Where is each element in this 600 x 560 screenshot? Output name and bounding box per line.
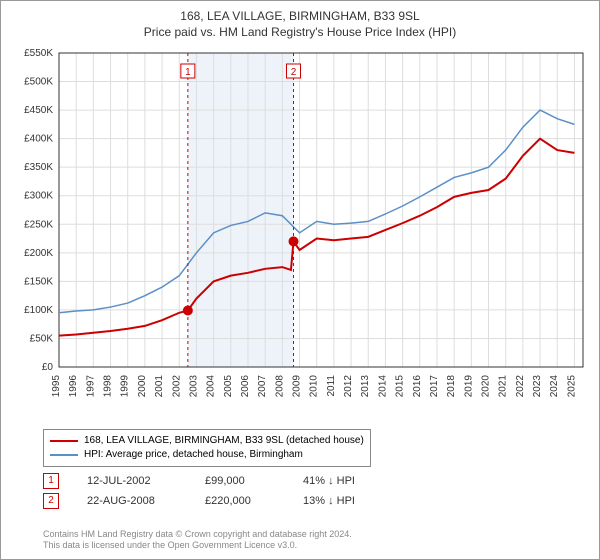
svg-text:£150K: £150K bbox=[24, 276, 53, 287]
callout-vs-hpi: 13% ↓ HPI bbox=[303, 495, 355, 507]
svg-text:£350K: £350K bbox=[24, 162, 53, 173]
callout-table: 1 12-JUL-2002 £99,000 41% ↓ HPI 2 22-AUG… bbox=[43, 471, 355, 511]
line-chart-svg: £0 £50K £100K £150K £200K £250K £300K £350K £400… bbox=[11, 45, 591, 421]
callout-row: 1 12-JUL-2002 £99,000 41% ↓ HPI bbox=[43, 471, 355, 491]
legend-item: 168, LEA VILLAGE, BIRMINGHAM, B33 9SL (d… bbox=[50, 434, 364, 448]
svg-text:2000: 2000 bbox=[137, 375, 148, 398]
svg-text:2015: 2015 bbox=[395, 375, 406, 398]
svg-text:£200K: £200K bbox=[24, 248, 53, 259]
legend-label: 168, LEA VILLAGE, BIRMINGHAM, B33 9SL (d… bbox=[84, 434, 364, 448]
legend-swatch bbox=[50, 454, 78, 456]
svg-text:2005: 2005 bbox=[223, 375, 234, 398]
svg-text:£300K: £300K bbox=[24, 191, 53, 202]
chart-subtitle: Price paid vs. HM Land Registry's House … bbox=[1, 25, 599, 39]
legend: 168, LEA VILLAGE, BIRMINGHAM, B33 9SL (d… bbox=[43, 429, 371, 467]
svg-text:1996: 1996 bbox=[68, 375, 79, 398]
svg-text:2025: 2025 bbox=[566, 375, 577, 398]
footer-attribution: Contains HM Land Registry data © Crown c… bbox=[43, 529, 352, 551]
svg-text:2010: 2010 bbox=[309, 375, 320, 398]
chart-title: 168, LEA VILLAGE, BIRMINGHAM, B33 9SL bbox=[1, 9, 599, 23]
svg-text:2008: 2008 bbox=[274, 375, 285, 398]
svg-text:1: 1 bbox=[185, 67, 191, 78]
svg-text:£250K: £250K bbox=[24, 219, 53, 230]
svg-text:2014: 2014 bbox=[377, 375, 388, 398]
footer-line: This data is licensed under the Open Gov… bbox=[43, 540, 352, 551]
legend-label: HPI: Average price, detached house, Birm… bbox=[84, 448, 303, 462]
svg-text:1998: 1998 bbox=[103, 375, 114, 398]
svg-text:2023: 2023 bbox=[532, 375, 543, 398]
svg-text:2016: 2016 bbox=[412, 375, 423, 398]
svg-text:2013: 2013 bbox=[360, 375, 371, 398]
svg-text:£100K: £100K bbox=[24, 305, 53, 316]
svg-text:2020: 2020 bbox=[481, 375, 492, 398]
svg-text:£550K: £550K bbox=[24, 48, 53, 59]
svg-text:£0: £0 bbox=[42, 362, 54, 373]
callout-row: 2 22-AUG-2008 £220,000 13% ↓ HPI bbox=[43, 491, 355, 511]
svg-text:2018: 2018 bbox=[446, 375, 457, 398]
svg-text:2024: 2024 bbox=[549, 375, 560, 398]
callout-price: £220,000 bbox=[205, 495, 275, 507]
svg-text:2002: 2002 bbox=[171, 375, 182, 398]
title-block: 168, LEA VILLAGE, BIRMINGHAM, B33 9SL Pr… bbox=[1, 1, 599, 39]
footer-line: Contains HM Land Registry data © Crown c… bbox=[43, 529, 352, 540]
chart-plot: £0 £50K £100K £150K £200K £250K £300K £350K £400… bbox=[11, 45, 591, 421]
callout-date: 12-JUL-2002 bbox=[87, 475, 177, 487]
svg-text:£400K: £400K bbox=[24, 134, 53, 145]
svg-text:2019: 2019 bbox=[463, 375, 474, 398]
svg-text:2001: 2001 bbox=[154, 375, 165, 398]
svg-text:£500K: £500K bbox=[24, 77, 53, 88]
svg-text:2: 2 bbox=[291, 67, 297, 78]
legend-item: HPI: Average price, detached house, Birm… bbox=[50, 448, 364, 462]
svg-text:2021: 2021 bbox=[498, 375, 509, 398]
chart-container: 168, LEA VILLAGE, BIRMINGHAM, B33 9SL Pr… bbox=[0, 0, 600, 560]
svg-text:2011: 2011 bbox=[326, 375, 337, 397]
callout-vs-hpi: 41% ↓ HPI bbox=[303, 475, 355, 487]
callout-id: 2 bbox=[43, 493, 59, 509]
svg-text:£450K: £450K bbox=[24, 105, 53, 116]
svg-text:£50K: £50K bbox=[30, 333, 54, 344]
callout-id: 1 bbox=[43, 473, 59, 489]
svg-text:1997: 1997 bbox=[85, 375, 96, 398]
svg-text:2009: 2009 bbox=[292, 375, 303, 398]
svg-text:2007: 2007 bbox=[257, 375, 268, 398]
svg-text:2006: 2006 bbox=[240, 375, 251, 398]
svg-text:2012: 2012 bbox=[343, 375, 354, 398]
svg-text:2004: 2004 bbox=[206, 375, 217, 398]
legend-swatch bbox=[50, 440, 78, 442]
svg-text:1995: 1995 bbox=[51, 375, 62, 398]
svg-text:1999: 1999 bbox=[120, 375, 131, 398]
svg-text:2003: 2003 bbox=[188, 375, 199, 398]
callout-date: 22-AUG-2008 bbox=[87, 495, 177, 507]
svg-text:2017: 2017 bbox=[429, 375, 440, 398]
callout-price: £99,000 bbox=[205, 475, 275, 487]
svg-text:2022: 2022 bbox=[515, 375, 526, 398]
